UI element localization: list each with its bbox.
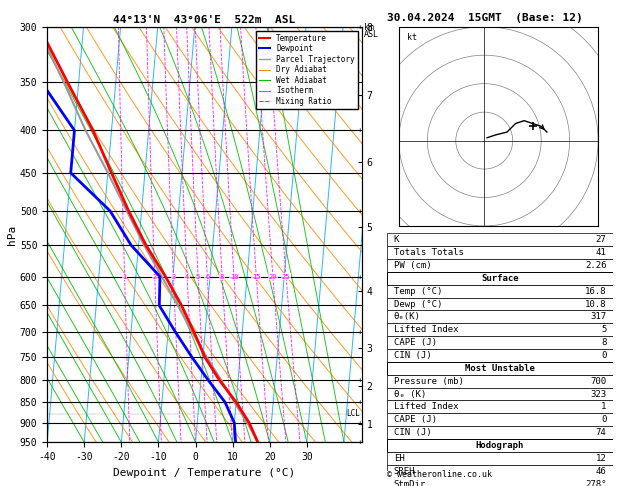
Text: θₑ(K): θₑ(K) xyxy=(394,312,421,321)
Text: 20: 20 xyxy=(269,274,277,279)
Text: +: + xyxy=(358,399,362,405)
Text: 1: 1 xyxy=(123,274,126,279)
Text: +: + xyxy=(358,127,362,134)
Text: 12: 12 xyxy=(596,454,606,463)
Text: PW (cm): PW (cm) xyxy=(394,261,431,270)
Bar xyxy=(387,259,613,272)
Bar xyxy=(387,311,613,323)
Text: +: + xyxy=(358,439,362,445)
Text: 15: 15 xyxy=(252,274,260,279)
Text: 8: 8 xyxy=(220,274,224,279)
Text: Most Unstable: Most Unstable xyxy=(465,364,535,373)
Text: km: km xyxy=(364,23,374,33)
Text: 10: 10 xyxy=(230,274,238,279)
Text: 4: 4 xyxy=(185,274,189,279)
Text: K: K xyxy=(394,235,399,244)
Text: 27: 27 xyxy=(596,235,606,244)
Text: Surface: Surface xyxy=(481,274,519,283)
Text: Hodograph: Hodograph xyxy=(476,441,524,450)
Text: Pressure (mb): Pressure (mb) xyxy=(394,377,464,386)
Bar xyxy=(387,388,613,400)
Y-axis label: hPa: hPa xyxy=(7,225,17,244)
Text: 41: 41 xyxy=(596,248,606,257)
Text: 1: 1 xyxy=(601,402,606,411)
Bar xyxy=(387,426,613,439)
Text: CAPE (J): CAPE (J) xyxy=(394,415,437,424)
Text: θₑ (K): θₑ (K) xyxy=(394,389,426,399)
Bar xyxy=(387,323,613,336)
Bar xyxy=(387,413,613,426)
Text: +: + xyxy=(358,274,362,279)
Text: SREH: SREH xyxy=(394,467,415,476)
Text: Totals Totals: Totals Totals xyxy=(394,248,464,257)
Text: Dewp (°C): Dewp (°C) xyxy=(394,299,442,309)
Text: 74: 74 xyxy=(596,428,606,437)
X-axis label: Dewpoint / Temperature (°C): Dewpoint / Temperature (°C) xyxy=(113,468,296,478)
Text: 10.8: 10.8 xyxy=(585,299,606,309)
Text: 700: 700 xyxy=(591,377,606,386)
Text: 3: 3 xyxy=(171,274,175,279)
Text: Lifted Index: Lifted Index xyxy=(394,402,458,411)
Text: 278°: 278° xyxy=(585,480,606,486)
Text: 5: 5 xyxy=(196,274,200,279)
Text: 0: 0 xyxy=(601,415,606,424)
Text: 8: 8 xyxy=(601,338,606,347)
Text: 46: 46 xyxy=(596,467,606,476)
Text: Temp (°C): Temp (°C) xyxy=(394,287,442,295)
Bar xyxy=(387,272,613,285)
Text: ASL: ASL xyxy=(364,30,379,39)
Text: 30.04.2024  15GMT  (Base: 12): 30.04.2024 15GMT (Base: 12) xyxy=(387,13,582,23)
Text: LCL: LCL xyxy=(347,409,360,418)
Text: kt: kt xyxy=(407,33,417,42)
Bar xyxy=(387,439,613,452)
Bar xyxy=(387,336,613,349)
Text: © weatheronline.co.uk: © weatheronline.co.uk xyxy=(387,469,492,479)
Text: CIN (J): CIN (J) xyxy=(394,428,431,437)
Bar xyxy=(387,375,613,388)
Text: +: + xyxy=(358,208,362,214)
Bar xyxy=(387,400,613,413)
Text: 6: 6 xyxy=(205,274,209,279)
Text: EH: EH xyxy=(394,454,404,463)
Text: +: + xyxy=(358,420,362,426)
Text: 0: 0 xyxy=(601,351,606,360)
Bar xyxy=(387,478,613,486)
Bar xyxy=(387,246,613,259)
Bar xyxy=(387,285,613,297)
Text: +: + xyxy=(358,377,362,383)
Bar xyxy=(387,362,613,375)
Text: 5: 5 xyxy=(601,325,606,334)
Text: 2: 2 xyxy=(153,274,157,279)
Text: CAPE (J): CAPE (J) xyxy=(394,338,437,347)
Bar xyxy=(387,465,613,478)
Text: 317: 317 xyxy=(591,312,606,321)
Text: +: + xyxy=(358,24,362,30)
Text: StmDir: StmDir xyxy=(394,480,426,486)
Text: 2.26: 2.26 xyxy=(585,261,606,270)
Text: 16.8: 16.8 xyxy=(585,287,606,295)
Text: CIN (J): CIN (J) xyxy=(394,351,431,360)
Text: +: + xyxy=(358,329,362,335)
Bar xyxy=(387,349,613,362)
Legend: Temperature, Dewpoint, Parcel Trajectory, Dry Adiabat, Wet Adiabat, Isotherm, Mi: Temperature, Dewpoint, Parcel Trajectory… xyxy=(255,31,358,109)
Bar xyxy=(387,452,613,465)
Bar xyxy=(387,297,613,311)
Title: 44°13'N  43°06'E  522m  ASL: 44°13'N 43°06'E 522m ASL xyxy=(113,15,296,25)
Bar xyxy=(387,233,613,246)
Text: 323: 323 xyxy=(591,389,606,399)
Text: 25: 25 xyxy=(282,274,291,279)
Text: Lifted Index: Lifted Index xyxy=(394,325,458,334)
